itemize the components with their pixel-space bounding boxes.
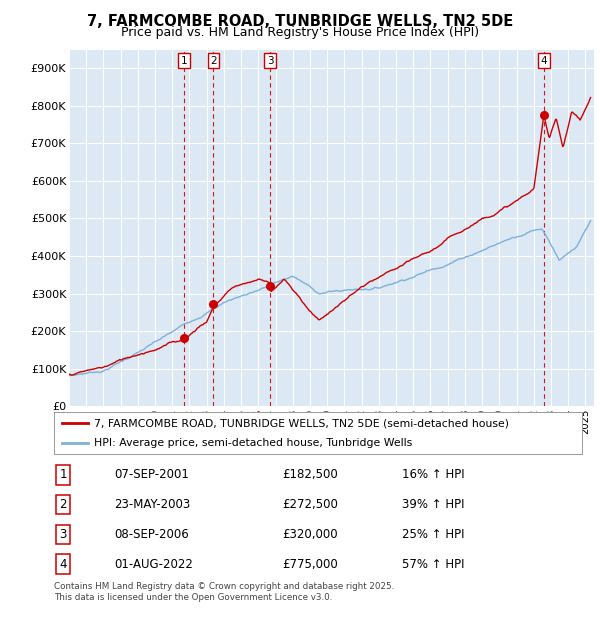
Text: HPI: Average price, semi-detached house, Tunbridge Wells: HPI: Average price, semi-detached house,…	[94, 438, 412, 448]
Text: 2: 2	[210, 56, 217, 66]
Text: 7, FARMCOMBE ROAD, TUNBRIDGE WELLS, TN2 5DE (semi-detached house): 7, FARMCOMBE ROAD, TUNBRIDGE WELLS, TN2 …	[94, 418, 509, 428]
Text: 07-SEP-2001: 07-SEP-2001	[114, 469, 189, 481]
Text: £320,000: £320,000	[282, 528, 338, 541]
Text: 3: 3	[59, 528, 67, 541]
Text: 3: 3	[267, 56, 274, 66]
Text: 57% ↑ HPI: 57% ↑ HPI	[402, 558, 464, 570]
Text: 39% ↑ HPI: 39% ↑ HPI	[402, 498, 464, 511]
Text: 08-SEP-2006: 08-SEP-2006	[114, 528, 189, 541]
Text: 23-MAY-2003: 23-MAY-2003	[114, 498, 190, 511]
Text: 7, FARMCOMBE ROAD, TUNBRIDGE WELLS, TN2 5DE: 7, FARMCOMBE ROAD, TUNBRIDGE WELLS, TN2 …	[87, 14, 513, 29]
Text: 2: 2	[59, 498, 67, 511]
Text: £775,000: £775,000	[282, 558, 338, 570]
Text: 16% ↑ HPI: 16% ↑ HPI	[402, 469, 464, 481]
Text: 4: 4	[541, 56, 547, 66]
Text: £272,500: £272,500	[282, 498, 338, 511]
Text: 25% ↑ HPI: 25% ↑ HPI	[402, 528, 464, 541]
Text: 01-AUG-2022: 01-AUG-2022	[114, 558, 193, 570]
Text: 4: 4	[59, 558, 67, 570]
Text: 1: 1	[181, 56, 187, 66]
Text: 1: 1	[59, 469, 67, 481]
Text: Contains HM Land Registry data © Crown copyright and database right 2025.
This d: Contains HM Land Registry data © Crown c…	[54, 582, 394, 601]
Text: Price paid vs. HM Land Registry's House Price Index (HPI): Price paid vs. HM Land Registry's House …	[121, 26, 479, 39]
Text: £182,500: £182,500	[282, 469, 338, 481]
